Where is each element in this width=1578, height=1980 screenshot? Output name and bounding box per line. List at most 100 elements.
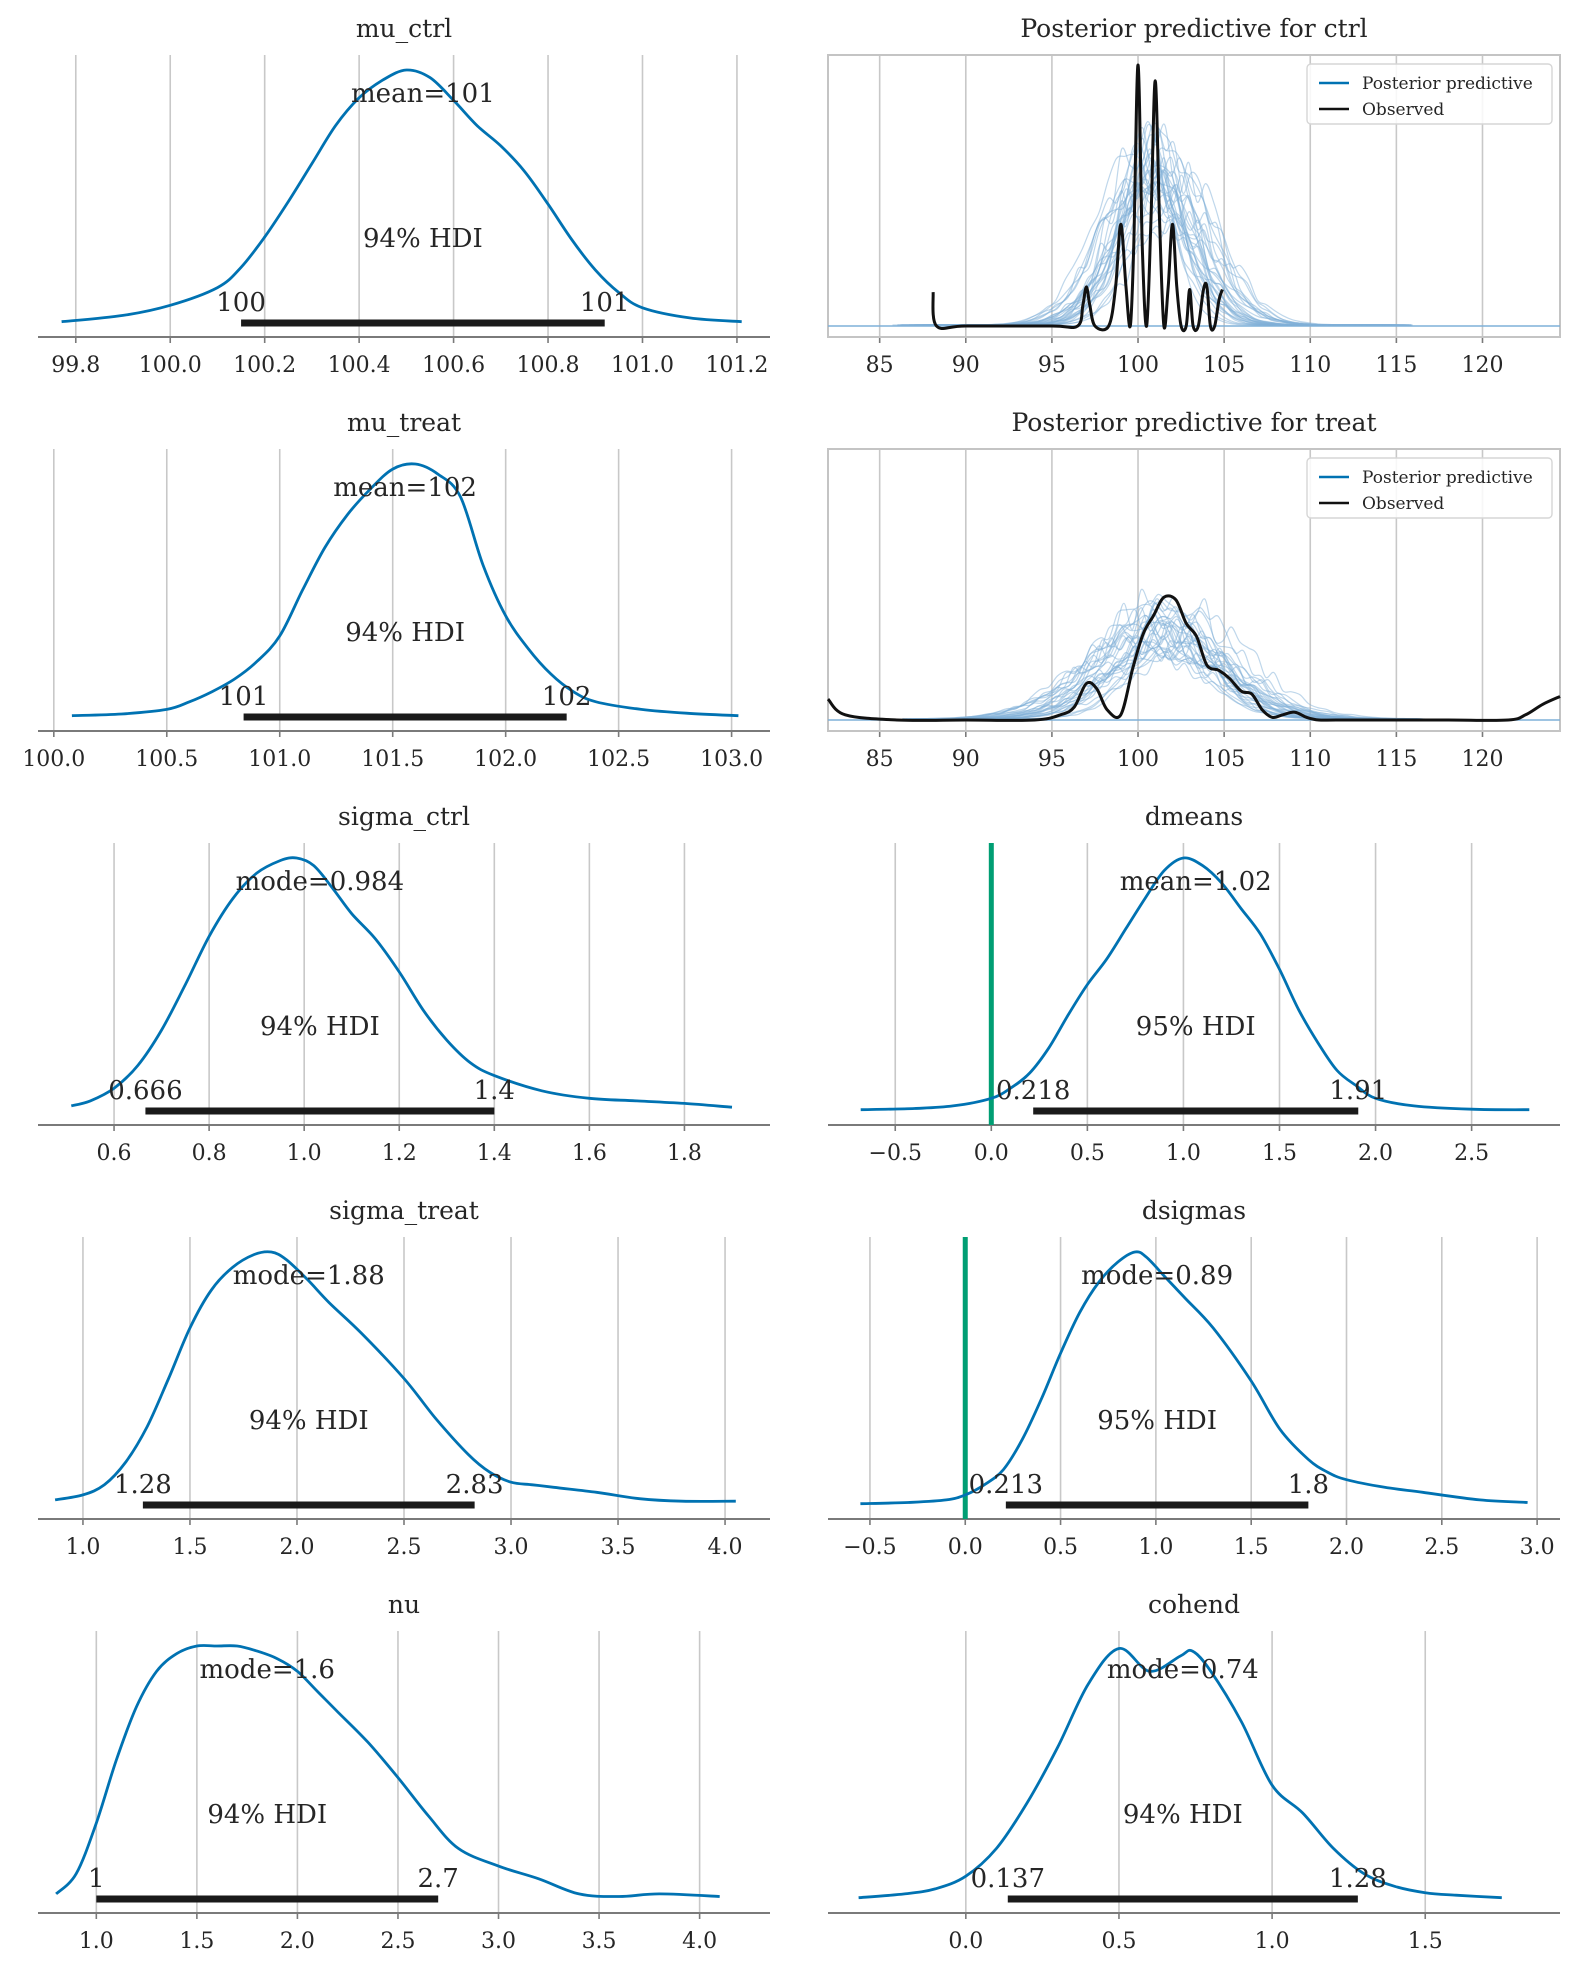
- hdi-lower-label: 1.28: [114, 1470, 172, 1500]
- x-tick-label: 101.0: [248, 747, 311, 772]
- x-tick-label: 0.8: [192, 1141, 227, 1166]
- point-estimate-label: mode=1.6: [200, 1655, 335, 1685]
- panel-title: sigma_treat: [329, 1196, 479, 1225]
- hdi-label: 94% HDI: [260, 1012, 380, 1042]
- posterior-predictive-sample: [923, 157, 1406, 326]
- panel-title: mu_treat: [347, 408, 461, 437]
- x-tick-label: 4.0: [682, 1929, 717, 1954]
- x-tick-label: 90: [952, 747, 980, 772]
- x-tick-label: 1.0: [1166, 1141, 1201, 1166]
- legend-box: [1306, 457, 1553, 519]
- panel-title: dmeans: [1145, 802, 1243, 831]
- x-tick-label: 110: [1289, 353, 1331, 378]
- posterior-predictive-sample: [908, 588, 1391, 720]
- posterior-density-curve: [860, 1250, 1528, 1506]
- posterior-predictive-sample: [914, 614, 1397, 720]
- hdi-lower-label: 100: [216, 288, 266, 318]
- x-tick-label: 95: [1038, 353, 1066, 378]
- x-tick-label: 1.4: [477, 1141, 512, 1166]
- x-tick-label: 100.8: [517, 353, 580, 378]
- x-tick-label: −0.5: [843, 1535, 896, 1560]
- x-tick-label: 3.0: [481, 1929, 516, 1954]
- x-tick-label: 2.0: [280, 1929, 315, 1954]
- x-tick-label: 2.0: [279, 1535, 314, 1560]
- point-estimate-label: mean=101: [351, 79, 495, 109]
- x-tick-label: 100.5: [135, 747, 198, 772]
- x-tick-label: 0.6: [97, 1141, 132, 1166]
- panel-cohend: cohend 0.0 0.5 1.0 1.5 mode=0.74 94% HDI 0.137 1…: [828, 1590, 1560, 1954]
- point-estimate-label: mode=0.74: [1107, 1655, 1259, 1685]
- posterior-predictive-sample: [921, 632, 1404, 720]
- x-tick-label: 0.0: [948, 1929, 983, 1954]
- x-tick-label: 1.5: [1262, 1141, 1297, 1166]
- hdi-lower-label: 0.213: [969, 1470, 1043, 1500]
- panel-sigma-treat: sigma_treat 1.0 1.5 2.0 2.5 3.0 3.5 4.0 mode=1.8…: [38, 1196, 770, 1560]
- x-tick-label: 1.5: [1408, 1929, 1443, 1954]
- x-tick-label: 100.4: [328, 353, 391, 378]
- x-tick-label: 100.2: [233, 353, 296, 378]
- panel-mu-treat: mu_treat 100.0 100.5 101.0 101.5 102.0 102.5 10…: [22, 408, 770, 772]
- x-tick-label: 120: [1461, 747, 1503, 772]
- x-tick-label: −0.5: [869, 1141, 922, 1166]
- legend-label-observed: Observed: [1362, 100, 1444, 120]
- hdi-upper-label: 1.4: [474, 1076, 515, 1106]
- x-tick-label: 0.5: [1043, 1535, 1078, 1560]
- x-tick-label: 4.0: [708, 1535, 743, 1560]
- hdi-label: 94% HDI: [345, 618, 465, 648]
- x-tick-label: 2.0: [1329, 1535, 1364, 1560]
- x-tick-label: 1.0: [1138, 1535, 1173, 1560]
- hdi-upper-label: 1.8: [1288, 1470, 1329, 1500]
- x-tick-label: 0.0: [974, 1141, 1009, 1166]
- x-tick-label: 2.5: [1454, 1141, 1489, 1166]
- posterior-predictive-sample: [923, 217, 1407, 326]
- x-tick-label: 1.0: [287, 1141, 322, 1166]
- x-tick-label: 101.2: [705, 353, 768, 378]
- hdi-upper-label: 2.7: [418, 1864, 459, 1894]
- posterior-predictive-sample: [927, 617, 1410, 720]
- hdi-upper-label: 1.91: [1329, 1076, 1387, 1106]
- x-tick-label: 101.0: [611, 353, 674, 378]
- point-estimate-label: mean=1.02: [1120, 867, 1272, 897]
- x-tick-label: 90: [952, 353, 980, 378]
- x-tick-label: 85: [866, 353, 894, 378]
- hdi-label: 95% HDI: [1097, 1406, 1217, 1436]
- posterior-predictive-sample: [926, 607, 1409, 720]
- posterior-density-curve: [858, 1647, 1502, 1900]
- hdi-lower-label: 0.137: [971, 1864, 1045, 1894]
- x-tick-label: 0.0: [948, 1535, 983, 1560]
- x-tick-label: 120: [1461, 353, 1503, 378]
- x-tick-label: 103.0: [700, 747, 763, 772]
- x-tick-label: 1.0: [1255, 1929, 1290, 1954]
- x-tick-label: 2.5: [380, 1929, 415, 1954]
- legend: Posterior predictive Observed: [1306, 63, 1553, 125]
- hdi-label: 94% HDI: [249, 1406, 369, 1436]
- x-tick-label: 110: [1289, 747, 1331, 772]
- observed-density-curve: [931, 63, 1224, 333]
- x-tick-label: 100.6: [422, 353, 485, 378]
- x-tick-label: 102.0: [474, 747, 537, 772]
- hdi-upper-label: 1.28: [1329, 1864, 1387, 1894]
- panel-dsigmas: dsigmas −0.5 0.0 0.5 1.0 1.5 2.0 2.5 3.0 mode=0.8…: [828, 1196, 1560, 1560]
- hdi-label: 95% HDI: [1136, 1012, 1256, 1042]
- posterior-density-curve: [860, 856, 1530, 1112]
- panel-title: dsigmas: [1142, 1196, 1246, 1225]
- x-tick-label: 100.0: [139, 353, 202, 378]
- x-tick-label: 100.0: [22, 747, 85, 772]
- hdi-label: 94% HDI: [1123, 1800, 1243, 1830]
- posterior-predictive-sample: [902, 603, 1385, 720]
- panel-posterior-predictive-for-treat: Posterior predictive for treat 85 90 95 100 1…: [826, 408, 1561, 772]
- x-tick-label: 0.5: [1070, 1141, 1105, 1166]
- x-tick-label: 1.8: [667, 1141, 702, 1166]
- x-tick-label: 3.0: [1520, 1535, 1555, 1560]
- legend-label-posterior: Posterior predictive: [1362, 468, 1533, 488]
- x-tick-label: 1.2: [382, 1141, 417, 1166]
- hdi-label: 94% HDI: [207, 1800, 327, 1830]
- posterior-predictive-sample: [923, 596, 1407, 720]
- posterior-density-curve: [55, 1644, 720, 1898]
- x-tick-label: 102.5: [587, 747, 650, 772]
- posterior-density-curve: [54, 1250, 736, 1503]
- x-tick-label: 2.0: [1358, 1141, 1393, 1166]
- x-tick-label: 1.5: [172, 1535, 207, 1560]
- posterior-density-curve: [71, 462, 739, 718]
